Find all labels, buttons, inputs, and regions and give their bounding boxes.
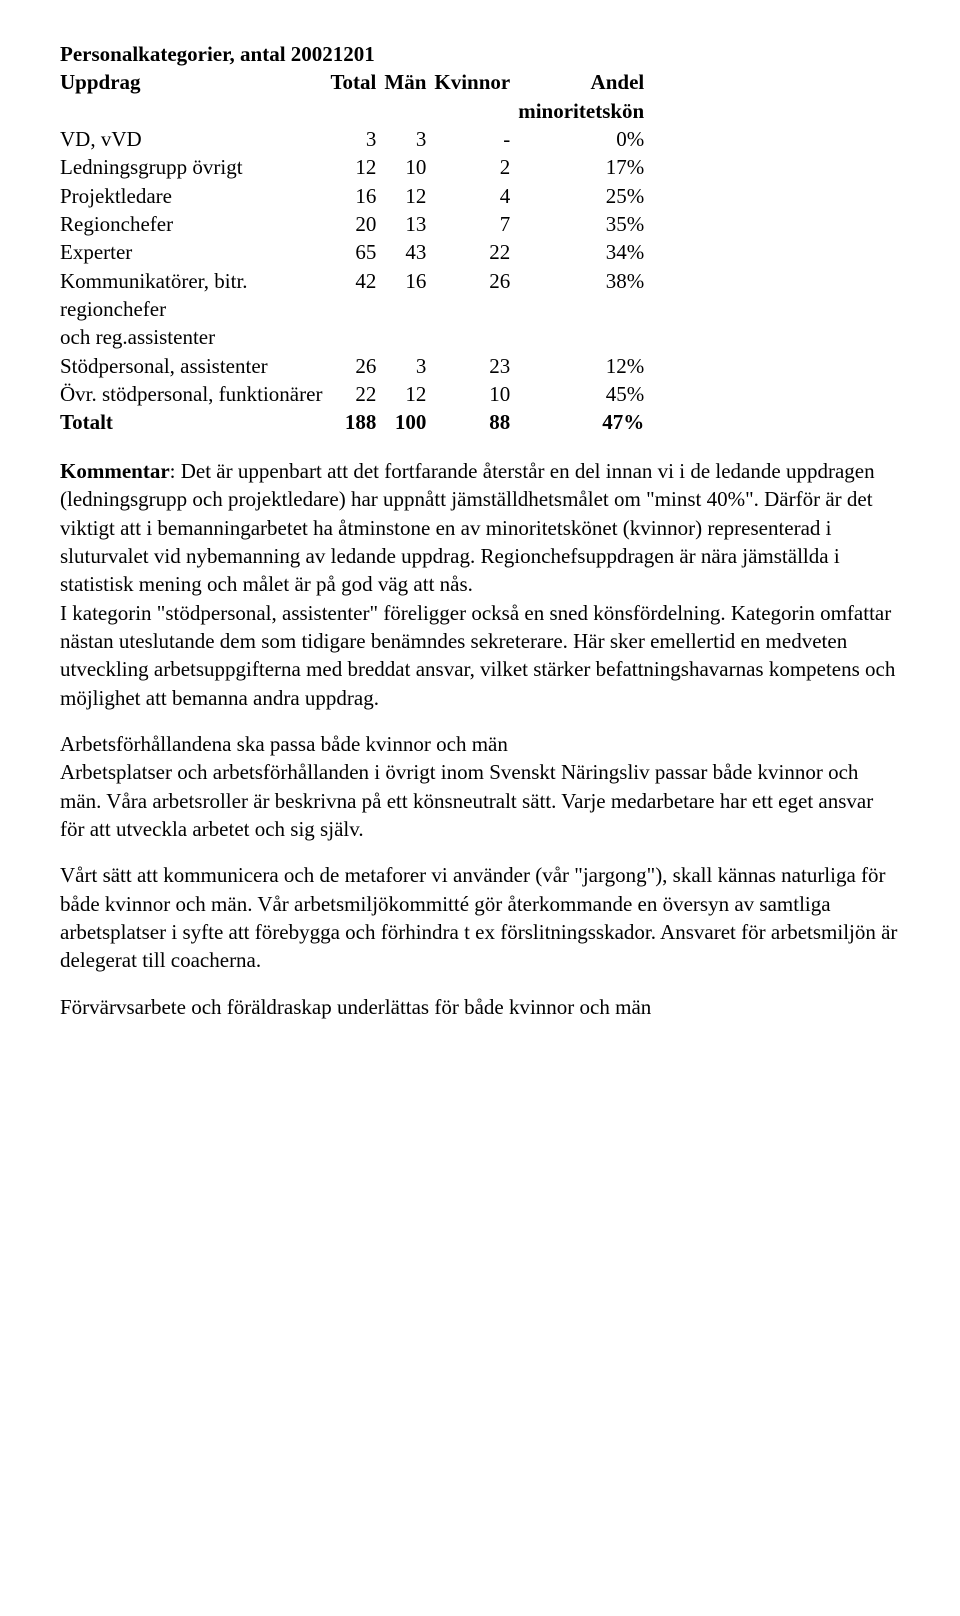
- row-label: Övr. stödpersonal, funktionärer: [60, 380, 330, 408]
- row-total: 42: [330, 267, 384, 295]
- row-total: 22: [330, 380, 384, 408]
- row-k: 26: [434, 267, 518, 295]
- communication-paragraph: Vårt sätt att kommunicera och de metafor…: [60, 861, 900, 974]
- total-label: Totalt: [60, 408, 330, 436]
- row-pct: 38%: [518, 267, 652, 295]
- row-k: 23: [434, 352, 518, 380]
- row-m: 43: [384, 238, 434, 266]
- table-header-row-2: minoritetskön: [60, 97, 652, 125]
- row-pct: 35%: [518, 210, 652, 238]
- row-label-line3: och reg.assistenter: [60, 323, 330, 351]
- table-row: Övr. stödpersonal, funktionärer 22 12 10…: [60, 380, 652, 408]
- row-pct: 17%: [518, 153, 652, 181]
- row-m: 3: [384, 125, 434, 153]
- table-row: Experter 65 43 22 34%: [60, 238, 652, 266]
- row-label: Stödpersonal, assistenter: [60, 352, 330, 380]
- work-conditions-paragraph: Arbetsförhållandena ska passa både kvinn…: [60, 730, 900, 843]
- row-m: 10: [384, 153, 434, 181]
- row-m: 13: [384, 210, 434, 238]
- row-k: 10: [434, 380, 518, 408]
- table-row: regionchefer: [60, 295, 652, 323]
- page-title: Personalkategorier, antal 20021201: [60, 40, 900, 68]
- col-kvinnor: Kvinnor: [434, 68, 518, 96]
- row-pct: 25%: [518, 182, 652, 210]
- table-total-row: Totalt 188 100 88 47%: [60, 408, 652, 436]
- row-total: 65: [330, 238, 384, 266]
- row-label: Projektledare: [60, 182, 330, 210]
- total-total: 188: [330, 408, 384, 436]
- row-m: 16: [384, 267, 434, 295]
- row-total: 3: [330, 125, 384, 153]
- comment-body: : Det är uppenbart att det fortfarande å…: [60, 459, 875, 596]
- row-pct: 12%: [518, 352, 652, 380]
- comment-body-2: I kategorin "stödpersonal, assistenter" …: [60, 601, 895, 710]
- row-total: 12: [330, 153, 384, 181]
- row-k: 22: [434, 238, 518, 266]
- row-m: 3: [384, 352, 434, 380]
- row-total: 16: [330, 182, 384, 210]
- row-label: Kommunikatörer, bitr.: [60, 267, 330, 295]
- table-row: Kommunikatörer, bitr. 42 16 26 38%: [60, 267, 652, 295]
- table-row: Regionchefer 20 13 7 35%: [60, 210, 652, 238]
- total-k: 88: [434, 408, 518, 436]
- row-label: VD, vVD: [60, 125, 330, 153]
- row-m: 12: [384, 182, 434, 210]
- row-label: Regionchefer: [60, 210, 330, 238]
- row-pct: 45%: [518, 380, 652, 408]
- work-conditions-body: Arbetsplatser och arbetsförhållanden i ö…: [60, 760, 873, 841]
- col-total: Total: [330, 68, 384, 96]
- row-label: Ledningsgrupp övrigt: [60, 153, 330, 181]
- table-row: Stödpersonal, assistenter 26 3 23 12%: [60, 352, 652, 380]
- col-andel: Andel: [518, 68, 652, 96]
- row-label: Experter: [60, 238, 330, 266]
- work-conditions-heading: Arbetsförhållandena ska passa både kvinn…: [60, 732, 508, 756]
- table-row: Projektledare 16 12 4 25%: [60, 182, 652, 210]
- row-k: -: [434, 125, 518, 153]
- total-m: 100: [384, 408, 434, 436]
- row-pct: 0%: [518, 125, 652, 153]
- col-minoritetskon: minoritetskön: [518, 97, 652, 125]
- col-uppdrag: Uppdrag: [60, 68, 330, 96]
- personnel-table: Uppdrag Total Män Kvinnor Andel minorite…: [60, 68, 652, 436]
- row-m: 12: [384, 380, 434, 408]
- parenthood-paragraph: Förvärvsarbete och föräldraskap underlät…: [60, 993, 900, 1021]
- row-pct: 34%: [518, 238, 652, 266]
- row-k: 7: [434, 210, 518, 238]
- row-k: 2: [434, 153, 518, 181]
- col-men: Män: [384, 68, 434, 96]
- row-total: 20: [330, 210, 384, 238]
- comment-paragraph: Kommentar: Det är uppenbart att det fort…: [60, 457, 900, 712]
- row-k: 4: [434, 182, 518, 210]
- row-total: 26: [330, 352, 384, 380]
- total-pct: 47%: [518, 408, 652, 436]
- table-row: och reg.assistenter: [60, 323, 652, 351]
- comment-label: Kommentar: [60, 459, 170, 483]
- table-row: Ledningsgrupp övrigt 12 10 2 17%: [60, 153, 652, 181]
- row-label-line2: regionchefer: [60, 295, 330, 323]
- table-row: VD, vVD 3 3 - 0%: [60, 125, 652, 153]
- table-header-row: Uppdrag Total Män Kvinnor Andel: [60, 68, 652, 96]
